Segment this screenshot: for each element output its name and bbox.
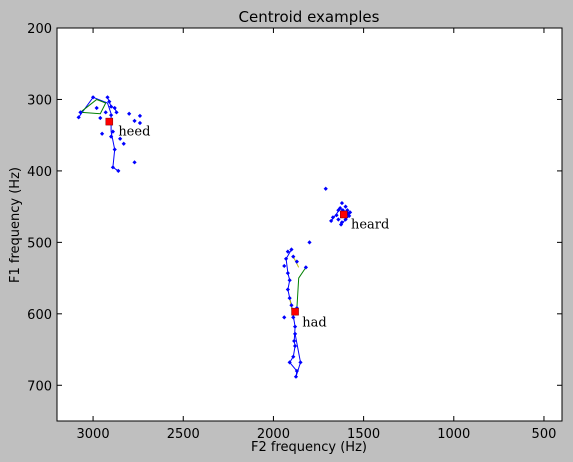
data-point-had-19 <box>292 343 298 349</box>
x-tick-label-1500: 1500 <box>347 427 380 442</box>
centroid-marker-heard <box>340 210 348 219</box>
data-point-had-22 <box>298 360 303 365</box>
x-tick-label-1000: 1000 <box>437 427 470 442</box>
data-point-heed-0 <box>76 115 81 120</box>
data-point-had-10 <box>285 287 290 292</box>
data-point-had-6 <box>282 263 287 269</box>
data-point-heed-3 <box>105 95 110 100</box>
data-point-heed-8 <box>103 110 108 115</box>
trace-heed-2 <box>80 98 107 115</box>
data-point-heed-19 <box>121 141 126 146</box>
data-point-heard-14 <box>336 217 341 222</box>
data-point-heed-6 <box>112 105 117 111</box>
y-tick-label-700: 700 <box>27 379 52 394</box>
data-point-heed-15 <box>137 120 143 126</box>
x-axis-label: F2 frequency (Hz) <box>251 440 367 455</box>
y-tick-label-300: 300 <box>27 93 52 108</box>
data-point-had-8 <box>285 270 290 276</box>
group-label-had: had <box>302 315 326 330</box>
data-point-had-15 <box>291 315 296 320</box>
data-point-had-4 <box>283 256 289 261</box>
data-point-heed-12 <box>127 111 132 116</box>
data-point-heed-1 <box>78 110 83 115</box>
data-point-heard-4 <box>336 208 341 213</box>
trace-layer <box>78 96 350 377</box>
y-tick-label-400: 400 <box>27 165 52 180</box>
data-point-heard-2 <box>330 215 336 220</box>
data-point-heard-8 <box>343 204 348 209</box>
data-point-heed-13 <box>132 118 137 123</box>
data-point-heard-6 <box>339 200 345 206</box>
plot-frame <box>56 27 563 422</box>
x-tick-label-3000: 3000 <box>77 427 110 442</box>
data-point-had-20 <box>291 354 296 359</box>
data-point-had-23 <box>294 368 299 374</box>
data-point-had-5 <box>294 259 299 264</box>
data-point-heed-18 <box>118 136 123 141</box>
centroid-layer <box>105 117 348 316</box>
y-tick-label-200: 200 <box>27 22 52 37</box>
data-point-had-12 <box>289 303 294 308</box>
data-point-heed-5 <box>109 104 114 109</box>
data-point-heard-1 <box>329 218 334 224</box>
x-tick-label-2500: 2500 <box>167 427 200 442</box>
plot-area <box>57 28 562 421</box>
data-point-heard-5 <box>338 205 343 211</box>
data-point-had-9 <box>287 278 292 283</box>
data-point-heed-22 <box>116 168 121 174</box>
chart-title: Centroid examples <box>239 8 380 26</box>
data-point-had-16 <box>292 324 298 329</box>
y-tick-label-600: 600 <box>27 308 52 323</box>
data-point-had-0 <box>307 240 312 245</box>
data-point-had-17 <box>292 331 298 336</box>
data-point-heed-10 <box>94 105 99 111</box>
data-point-heed-11 <box>109 113 114 118</box>
data-point-heed-7 <box>114 110 119 115</box>
x-tick-label-2000: 2000 <box>257 427 290 442</box>
tick-layer: 3000 2500 2000 1500 1000 500 200 300 400 500 600 70… <box>27 22 562 442</box>
data-point-heard-15 <box>338 222 344 227</box>
data-point-heard-11 <box>347 213 352 219</box>
data-point-had-24 <box>293 374 299 379</box>
data-point-heed-16 <box>109 134 114 139</box>
data-point-had-2 <box>285 249 290 254</box>
data-point-heed-24 <box>99 131 105 136</box>
data-point-had-7 <box>303 265 308 270</box>
data-point-had-11 <box>287 295 292 301</box>
data-point-heard-16 <box>347 210 353 215</box>
data-point-heed-4 <box>107 99 112 104</box>
y-axis-label: F1 frequency (Hz) <box>8 167 23 283</box>
data-point-had-21 <box>287 360 292 365</box>
data-point-heard-3 <box>334 213 339 218</box>
data-point-heed-20 <box>112 147 117 152</box>
data-point-heed-21 <box>110 165 116 170</box>
centroid-marker-had <box>291 307 299 316</box>
centroid-marker-heed <box>105 117 114 126</box>
data-point-had-3 <box>291 254 296 259</box>
data-point-heed-9 <box>98 115 103 121</box>
data-point-heed-14 <box>137 113 143 118</box>
data-point-heed-2 <box>90 95 96 100</box>
x-tick-label-500: 500 <box>532 427 557 442</box>
data-point-heard-0 <box>323 186 328 191</box>
group-label-heed: heed <box>118 125 150 140</box>
group-label-heard: heard <box>351 218 389 233</box>
trace-had-1 <box>296 267 307 309</box>
data-point-had-18 <box>292 338 297 344</box>
y-tick-label-500: 500 <box>27 236 52 251</box>
data-point-had-13 <box>282 315 287 320</box>
data-point-heed-17 <box>110 129 116 134</box>
point-layer <box>76 95 353 379</box>
data-point-heed-23 <box>132 160 137 165</box>
group-label-layer: heed heard had <box>118 125 389 331</box>
data-point-heard-12 <box>343 217 348 222</box>
data-point-had-1 <box>289 247 294 252</box>
